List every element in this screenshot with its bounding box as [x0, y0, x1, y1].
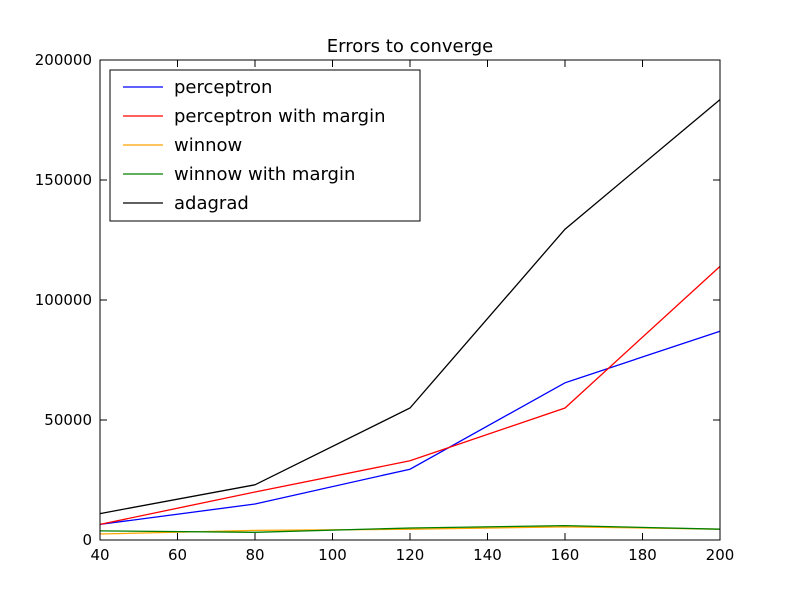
- series-line-1: [99, 265, 721, 526]
- y-tick-label-3: 150000: [35, 171, 92, 189]
- x-tick-label-6: 160: [551, 546, 580, 564]
- x-tick-label-4: 120: [396, 546, 425, 564]
- series-line-4: [99, 99, 721, 515]
- x-tick-label-0: 40: [90, 546, 109, 564]
- series-line-3: [99, 524, 721, 533]
- legend-label-0: perceptron: [174, 77, 272, 98]
- y-tick-label-4: 200000: [35, 51, 92, 69]
- y-tick-label-2: 100000: [35, 291, 92, 309]
- legend: perceptron perceptron with margin winnow wi…: [109, 69, 421, 222]
- legend-label-2: winnow: [174, 135, 242, 156]
- series-layer: [99, 99, 721, 535]
- y-tick-label-1: 50000: [44, 411, 92, 429]
- legend-label-1: perceptron with margin: [174, 106, 386, 127]
- chart-title: Errors to converge: [327, 36, 493, 57]
- x-tick-label-1: 60: [168, 546, 187, 564]
- x-tick-label-2: 80: [245, 546, 264, 564]
- x-tick-label-3: 100: [318, 546, 347, 564]
- legend-label-4: adagrad: [174, 193, 249, 214]
- y-tick-label-0: 0: [82, 531, 92, 549]
- x-tick-label-8: 200: [706, 546, 735, 564]
- x-tick-label-5: 140: [473, 546, 502, 564]
- series-line-0: [99, 330, 721, 526]
- ticks-layer: 40 60 80 100 120 140 160 180 200 0 50000 100000 1500…: [35, 51, 735, 564]
- x-tick-label-7: 180: [628, 546, 657, 564]
- legend-label-3: winnow with margin: [174, 164, 355, 185]
